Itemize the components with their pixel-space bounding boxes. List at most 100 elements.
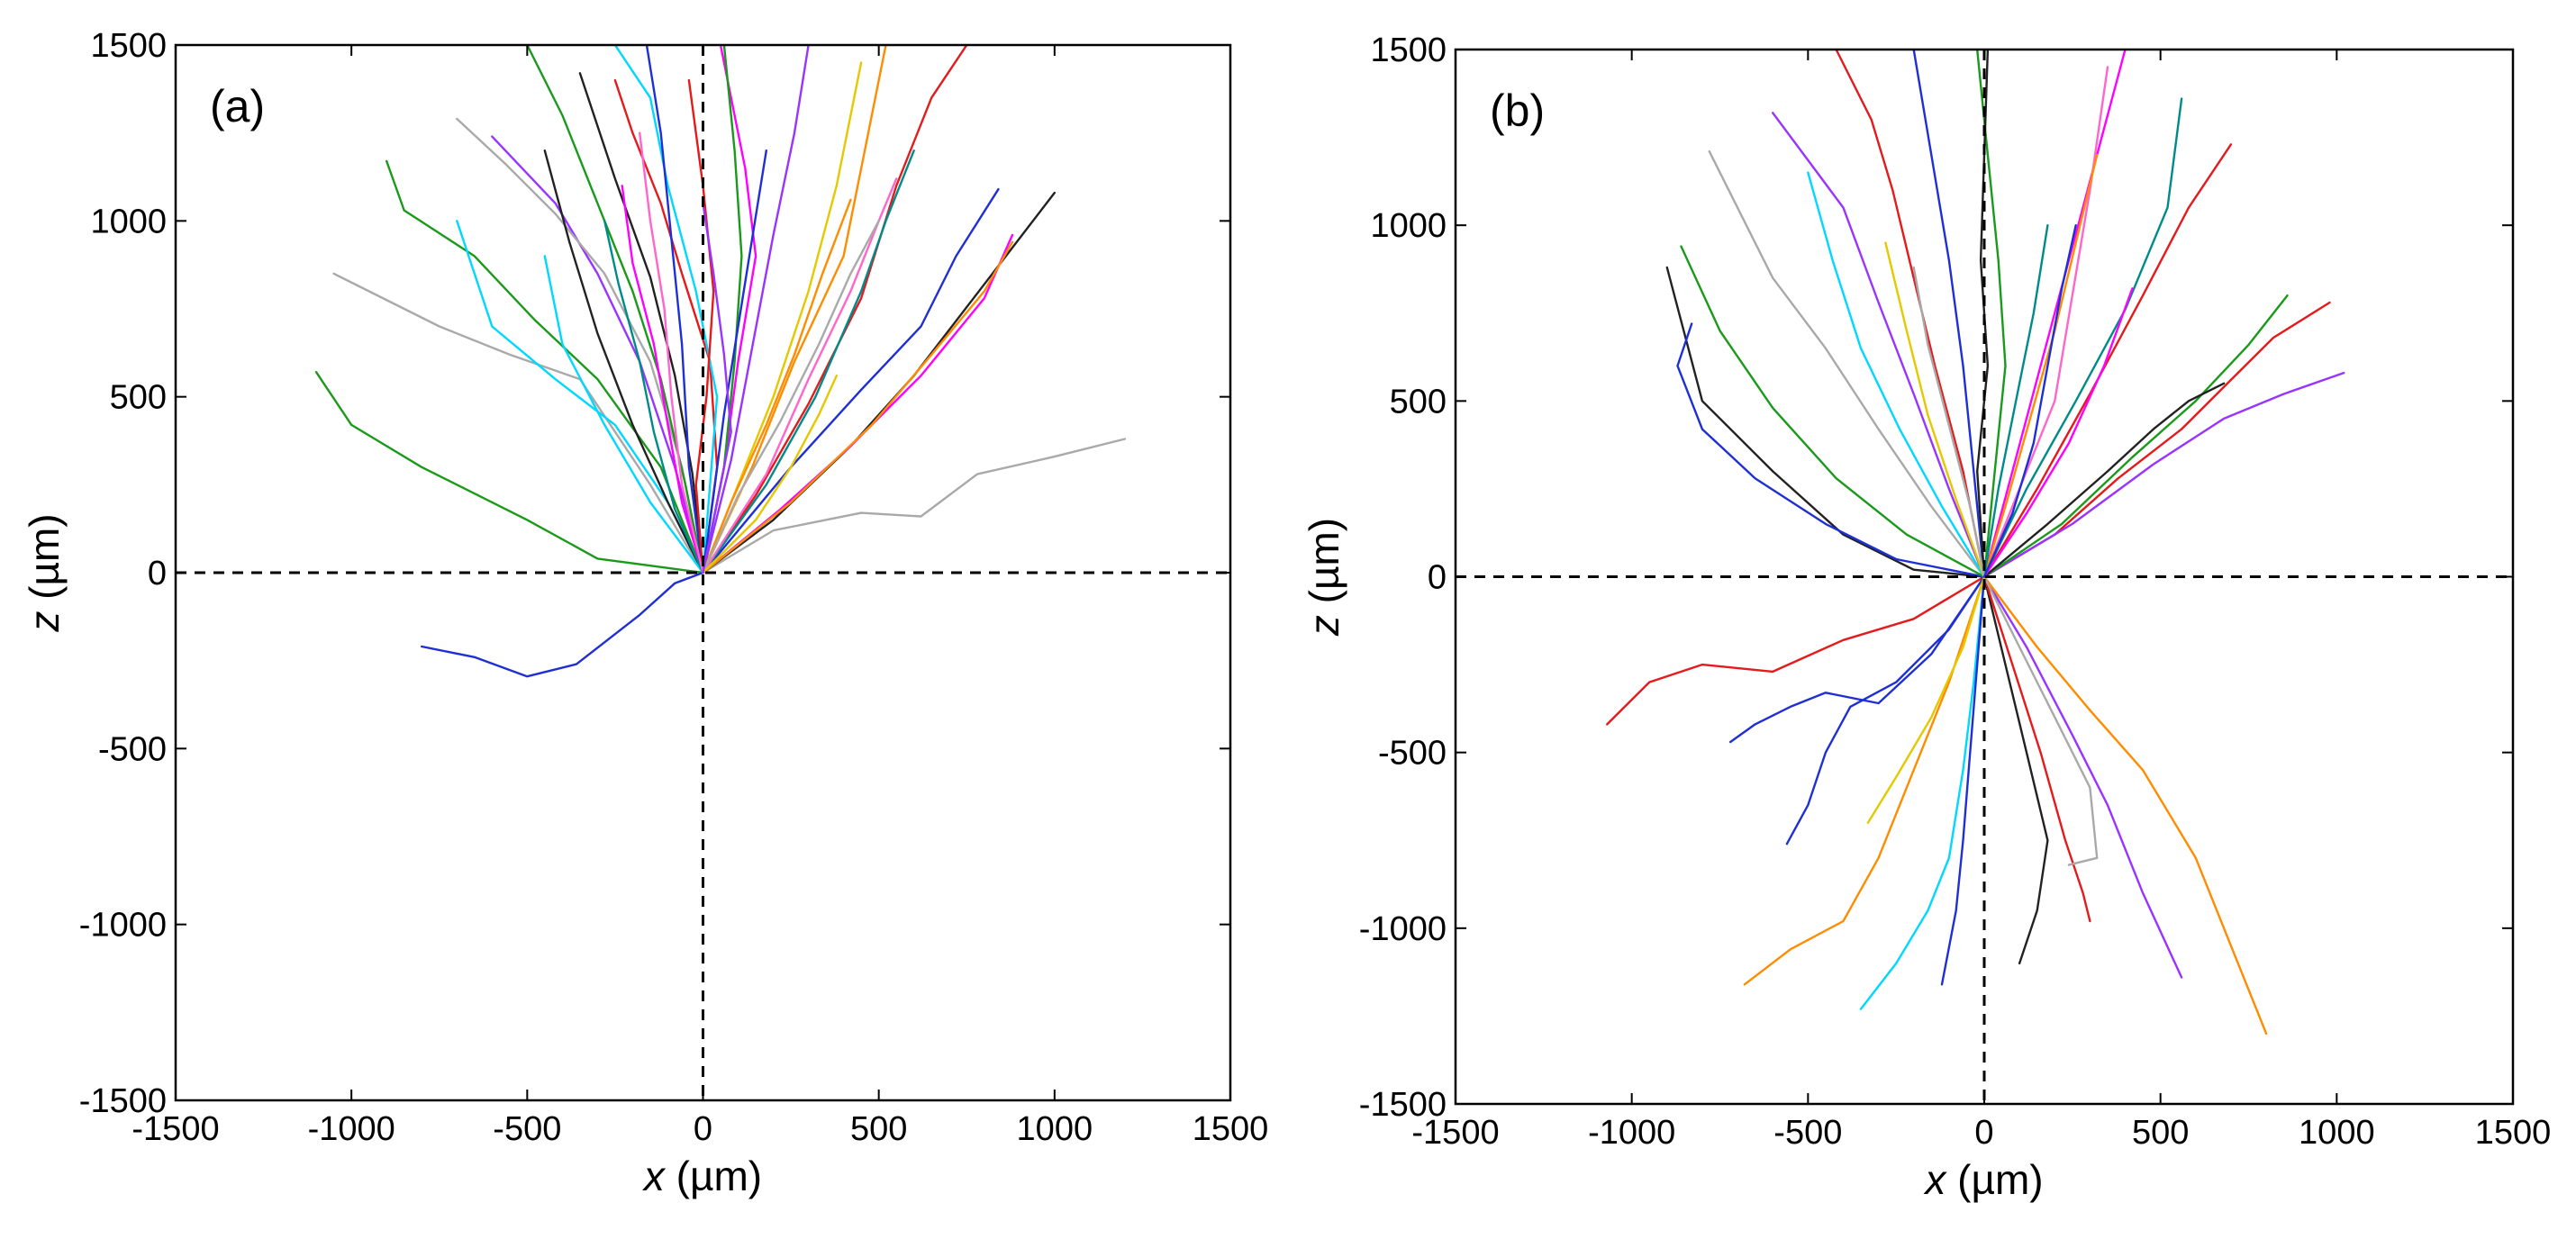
- trajectory-line: [1982, 371, 2345, 578]
- x-tick-label: 0: [694, 1110, 712, 1148]
- panel-a: -1500 -1000 -500 0 500 1000 1500 -1500 -1000 -500…: [21, 27, 1268, 1199]
- z-tick-label: 0: [148, 555, 167, 592]
- z-tick-label: -1000: [79, 907, 167, 945]
- trajectory-line: [702, 375, 838, 574]
- trajectory-line: [613, 45, 719, 574]
- x-tick-label: -1000: [308, 1110, 395, 1148]
- x-tick-label: 0: [1974, 1114, 1993, 1152]
- trajectory-line: [639, 131, 704, 574]
- trajectory-line: [1982, 287, 2134, 578]
- trajectory-line: [1982, 301, 2331, 578]
- x-tick-label: -500: [1773, 1114, 1842, 1152]
- trajectory-line: [1982, 50, 2127, 578]
- x-tick-label: 1000: [2299, 1114, 2375, 1152]
- x-tick-label: 500: [2132, 1114, 2189, 1152]
- trajectory-line: [1976, 50, 2007, 578]
- z-axis-unit: (µm): [21, 513, 68, 610]
- trajectory-line: [1912, 266, 1986, 578]
- trajectory-line: [702, 240, 1014, 574]
- trajectory-line: [1676, 322, 1986, 578]
- trajectory-line: [385, 159, 704, 574]
- trajectory-line: [578, 72, 704, 574]
- z-tick-label: -500: [1378, 735, 1447, 773]
- trajectory-line: [1835, 50, 1986, 578]
- x-tick-label: 1000: [1017, 1110, 1093, 1148]
- x-tick-label: 500: [850, 1110, 907, 1148]
- x-axis-unit: (µm): [665, 1153, 762, 1199]
- trajectory-line: [1982, 294, 2289, 578]
- trajectory-line: [1982, 224, 2077, 578]
- trajectory-line: [1982, 143, 2233, 578]
- trajectory-line: [1729, 575, 1986, 744]
- trajectory-line: [702, 202, 732, 574]
- z-tick-label: 500: [110, 379, 167, 417]
- z-tick-label: -1500: [1359, 1086, 1447, 1124]
- trajectory-line: [1982, 575, 2183, 979]
- trajectory-line: [421, 571, 704, 678]
- x-tick-label: 1500: [1193, 1110, 1269, 1148]
- trajectory-line: [1859, 575, 1986, 1010]
- trajectory-line: [702, 188, 1000, 574]
- trajectory-line: [702, 198, 852, 574]
- z-axis-unit: (µm): [1301, 518, 1347, 615]
- z-axis-variable: z: [21, 611, 68, 633]
- trajectory-line: [314, 371, 704, 574]
- trajectory-line: [1680, 245, 1986, 578]
- trajectory-line: [702, 438, 1127, 574]
- z-axis-title: z (µm): [1301, 518, 1347, 637]
- x-axis-title: x (µm): [1923, 1156, 2043, 1203]
- trajectory-line: [702, 45, 757, 574]
- trajectory-line: [603, 220, 704, 574]
- trajectory-line: [543, 149, 704, 574]
- trajectory-line: [1785, 575, 1986, 846]
- x-tick-label: -1500: [132, 1110, 219, 1148]
- trajectory-line: [687, 78, 715, 574]
- trajectory-line: [1982, 224, 2049, 578]
- trajectories: [314, 45, 1127, 678]
- x-tick-label: -1500: [1411, 1114, 1499, 1152]
- trajectory-line: [702, 233, 1014, 574]
- trajectory-line: [1982, 575, 2268, 1036]
- trajectories: [1606, 50, 2345, 1036]
- trajectory-line: [1982, 575, 2049, 965]
- z-axis-title: z (µm): [21, 513, 68, 632]
- trajectory-line: [1708, 150, 1986, 578]
- trajectory-line: [702, 149, 915, 574]
- trajectory-line: [645, 45, 704, 574]
- trajectory-line: [1982, 575, 2099, 866]
- trajectory-line: [1743, 575, 1986, 986]
- trajectory-line: [1665, 266, 1986, 578]
- trajectory-line: [1940, 575, 1986, 986]
- z-tick-label: -1500: [79, 1082, 167, 1120]
- x-tick-label: -1000: [1588, 1114, 1675, 1152]
- trajectory-line: [1982, 382, 2226, 578]
- trajectory-line: [1884, 241, 1986, 578]
- z-tick-label: 1500: [1370, 32, 1447, 69]
- z-tick-label: 500: [1390, 383, 1447, 421]
- z-tick-label: 1000: [90, 203, 167, 240]
- trajectory-line: [702, 45, 887, 574]
- x-axis-title: x (µm): [642, 1153, 762, 1199]
- trajectory-line: [1807, 171, 1986, 578]
- panel-b: -1500 -1000 -500 0 500 1000 1500 -1500 -1000 -500…: [1301, 32, 2551, 1203]
- panel-label: (a): [210, 81, 265, 131]
- trajectory-line: [702, 220, 880, 574]
- z-tick-label: 1000: [1370, 207, 1447, 245]
- trajectory-line: [621, 185, 704, 574]
- x-tick-label: 1500: [2475, 1114, 2552, 1152]
- trajectory-line: [1982, 575, 2091, 923]
- trajectory-line: [526, 45, 704, 574]
- trajectory-line: [1912, 50, 1986, 578]
- trajectory-line: [702, 45, 968, 574]
- x-axis-unit: (µm): [1946, 1156, 2043, 1203]
- x-tick-label: -500: [493, 1110, 561, 1148]
- trajectory-line: [702, 149, 767, 574]
- z-axis-variable: z: [1301, 615, 1347, 637]
- trajectory-line: [702, 177, 898, 574]
- trajectory-line: [1606, 575, 1986, 726]
- x-axis-variable: x: [1923, 1156, 1947, 1203]
- x-axis-variable: x: [642, 1153, 667, 1199]
- z-tick-label: 0: [1428, 559, 1447, 597]
- trajectory-line: [1866, 575, 1986, 824]
